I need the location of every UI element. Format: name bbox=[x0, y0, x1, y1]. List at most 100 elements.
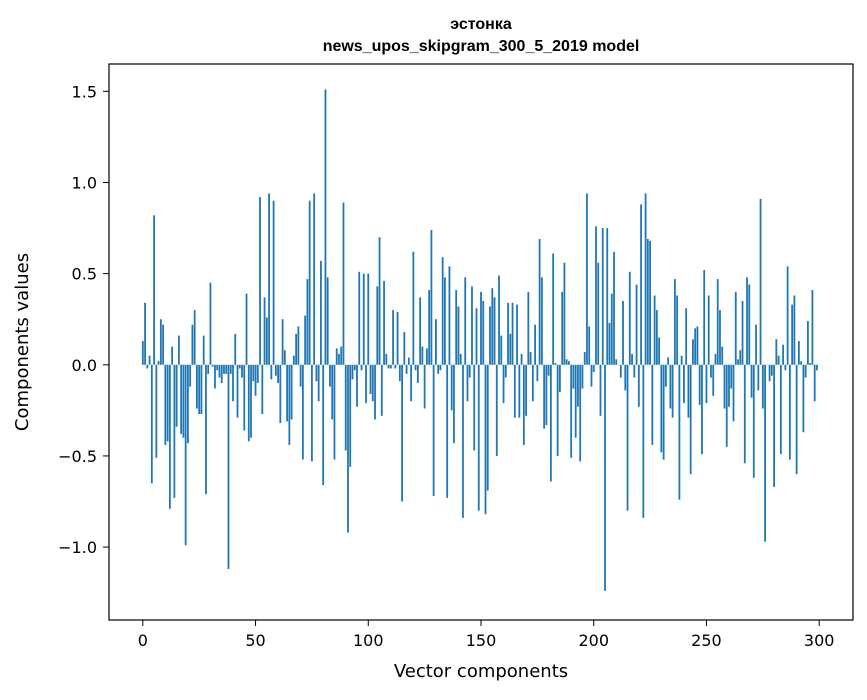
bar bbox=[807, 321, 809, 365]
bar bbox=[555, 363, 557, 365]
bar bbox=[606, 228, 608, 365]
bar bbox=[250, 365, 252, 438]
x-tick-label: 200 bbox=[578, 631, 609, 650]
bar bbox=[329, 365, 331, 387]
bar bbox=[620, 365, 622, 378]
y-tick-label: 1.0 bbox=[72, 173, 97, 192]
bar bbox=[178, 336, 180, 365]
bar bbox=[338, 354, 340, 365]
bar bbox=[173, 365, 175, 498]
bar bbox=[805, 365, 807, 378]
bar bbox=[570, 365, 572, 458]
bar bbox=[187, 365, 189, 443]
bar bbox=[237, 365, 239, 418]
bar bbox=[431, 230, 433, 365]
bar bbox=[494, 297, 496, 364]
bar bbox=[275, 365, 277, 376]
bar bbox=[379, 237, 381, 365]
bar bbox=[239, 365, 241, 369]
bar bbox=[162, 325, 164, 365]
bar bbox=[597, 263, 599, 365]
bar bbox=[706, 365, 708, 403]
bar bbox=[665, 365, 667, 387]
bar bbox=[669, 365, 671, 409]
bar bbox=[631, 354, 633, 365]
bar bbox=[735, 292, 737, 365]
bar bbox=[512, 303, 514, 365]
bar bbox=[192, 325, 194, 365]
bar bbox=[595, 226, 597, 365]
bar bbox=[728, 365, 730, 407]
bar bbox=[498, 275, 500, 364]
bar bbox=[297, 327, 299, 365]
bar bbox=[304, 316, 306, 365]
bar bbox=[604, 365, 606, 591]
bar bbox=[428, 290, 430, 365]
bar bbox=[579, 365, 581, 462]
bar bbox=[564, 263, 566, 365]
bar bbox=[361, 365, 363, 370]
bar bbox=[232, 365, 234, 401]
bar bbox=[171, 347, 173, 365]
bar bbox=[279, 365, 281, 423]
bar bbox=[284, 350, 286, 365]
bar bbox=[523, 365, 525, 445]
bar bbox=[286, 365, 288, 422]
bar bbox=[800, 361, 802, 365]
bar bbox=[615, 359, 617, 364]
bar bbox=[530, 352, 532, 365]
x-tick-label: 50 bbox=[245, 631, 265, 650]
x-tick-label: 300 bbox=[804, 631, 835, 650]
bar bbox=[142, 341, 144, 365]
bar bbox=[624, 365, 626, 391]
bar bbox=[460, 354, 462, 365]
bar bbox=[180, 365, 182, 434]
bar bbox=[252, 365, 254, 381]
bar bbox=[568, 361, 570, 365]
bar bbox=[518, 365, 520, 418]
bar bbox=[349, 365, 351, 467]
bar bbox=[473, 365, 475, 451]
bar bbox=[449, 266, 451, 364]
bar bbox=[476, 308, 478, 365]
bar bbox=[780, 365, 782, 454]
bar bbox=[773, 365, 775, 487]
bar bbox=[609, 323, 611, 365]
bar bbox=[327, 277, 329, 365]
bar bbox=[471, 286, 473, 364]
bar bbox=[710, 365, 712, 378]
bar bbox=[674, 279, 676, 365]
bar bbox=[158, 361, 160, 365]
bar bbox=[699, 365, 701, 405]
bar bbox=[363, 274, 365, 365]
bar bbox=[744, 365, 746, 463]
bar bbox=[318, 365, 320, 401]
bar bbox=[144, 303, 146, 365]
bar bbox=[793, 296, 795, 365]
bar bbox=[663, 365, 665, 460]
bar bbox=[681, 356, 683, 365]
bar bbox=[816, 365, 818, 370]
bar bbox=[760, 199, 762, 365]
bar bbox=[270, 365, 272, 380]
bar bbox=[701, 365, 703, 454]
bar bbox=[784, 365, 786, 370]
bar bbox=[160, 319, 162, 365]
bar bbox=[791, 305, 793, 365]
bar bbox=[419, 297, 421, 364]
bar bbox=[685, 308, 687, 365]
bar bbox=[584, 352, 586, 365]
bar bbox=[403, 332, 405, 365]
bar bbox=[392, 310, 394, 365]
bar bbox=[480, 292, 482, 365]
bar bbox=[469, 365, 471, 378]
bar bbox=[742, 301, 744, 365]
bar bbox=[527, 292, 529, 365]
bar bbox=[421, 347, 423, 365]
bar bbox=[241, 365, 243, 378]
bar bbox=[345, 365, 347, 451]
bar bbox=[622, 301, 624, 365]
bar bbox=[334, 365, 336, 460]
bar bbox=[455, 290, 457, 365]
bar bbox=[268, 193, 270, 364]
